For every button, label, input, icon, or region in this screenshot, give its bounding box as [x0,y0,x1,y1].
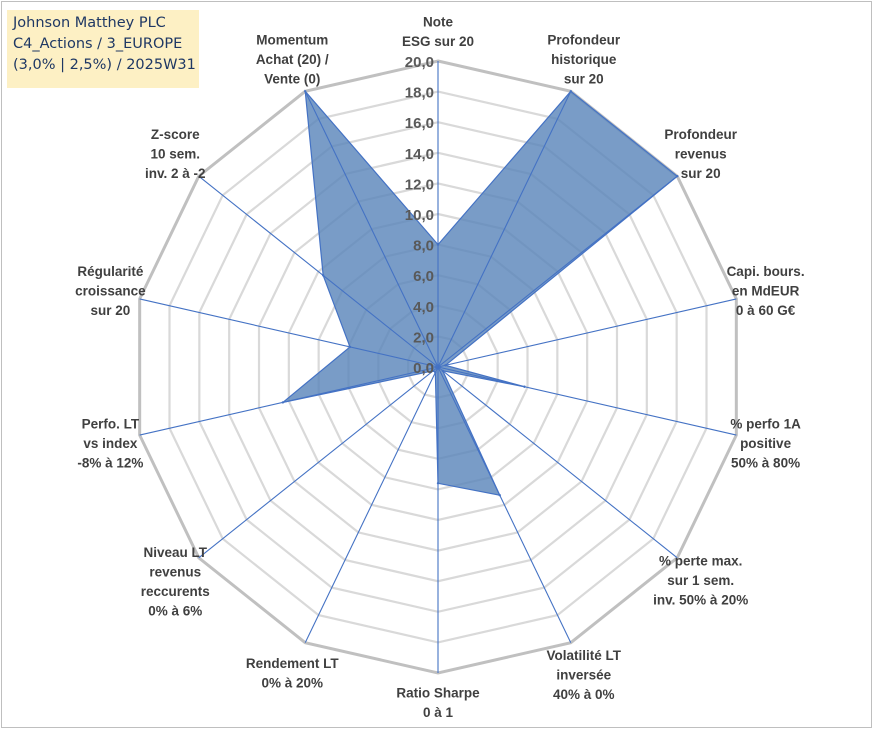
series-area [282,89,679,497]
axis-label-line: -8% à 12% [77,455,143,470]
axis-spoke [139,298,439,368]
axis-label-line: Profondeur [547,32,620,47]
axis-label-line: historique [551,52,617,67]
axis-label-line: vs index [83,436,138,451]
tick-label: 2,0 [413,329,434,346]
axis-label: Momentum Achat (20) / Vente (0) [256,32,329,86]
axis-spoke [198,175,439,368]
axis-label-line: Rendement LT [246,656,340,671]
tick-label: 18,0 [405,85,434,102]
radar-axis-labels: Note ESG sur 20 Profondeur historique sur 20… [75,15,804,721]
axis-label: Z-score 10 sem. inv. 2 à -2 [145,127,206,181]
axis-label-line: % perte max. [659,553,742,568]
axis-label-line: Volatilité LT [547,648,622,663]
axis-label: Capi. bours. en MdEUR 0 à 60 G€ [727,264,805,318]
tick-label: 16,0 [405,115,434,132]
axis-spoke [304,91,439,368]
axis-label-line: Capi. bours. [727,264,805,279]
axis-label-line: sur 1 sem. [667,573,734,588]
axis-label-line: positive [740,436,792,451]
radar-tick-labels: 0,0 2,0 4,0 6,0 8,0 10,0 12,0 14,0 16,0 18,0 20,0 [405,54,434,377]
axis-label-line: 0 à 60 G€ [736,303,796,318]
title-line-2: C4_Actions / 3_EUROPE [13,36,183,52]
axis-label: Ratio Sharpe 0 à 1 [396,686,480,721]
axis-spoke [437,366,678,559]
axis-label-line: 0 à 1 [423,705,454,720]
axis-label: Régularité croissance sur 20 [75,264,146,318]
axis-label: % perte max. sur 1 sem. inv. 50% à 20% [653,553,748,607]
tick-label: 0,0 [413,360,434,377]
axis-label-line: inv. 50% à 20% [653,592,748,607]
tick-label: 10,0 [405,207,434,224]
axis-spoke [437,175,678,368]
axis-label-line: en MdEUR [732,284,800,299]
axis-label: Volatilité LT inversée 40% à 0% [547,648,622,702]
axis-label-line: Momentum [256,32,328,47]
axis-label-line: inv. 2 à -2 [145,166,206,181]
axis-label-line: Niveau LT [144,545,208,560]
axis-label-line: Régularité [77,264,144,279]
axis-label-line: croissance [75,284,146,299]
axis-label-line: revenus [675,147,727,162]
axis-label-line: sur 20 [91,303,131,318]
title-line-3: (3,0% | 2,5%) / 2025W31 [13,57,196,73]
axis-label-line: 50% à 80% [731,455,800,470]
axis-label-line: ESG sur 20 [402,34,474,49]
axis-label: Note ESG sur 20 [402,15,474,50]
axis-label-line: 40% à 0% [553,687,615,702]
axis-label-line: Achat (20) / [256,52,329,67]
axis-label-line: 10 sem. [151,147,201,162]
axis-label: Profondeur historique sur 20 [547,32,620,86]
axis-label-line: Perfo. LT [82,416,140,431]
tick-label: 8,0 [413,238,434,255]
tick-label: 4,0 [413,299,434,316]
tick-label: 12,0 [405,176,434,193]
axis-label-line: 0% à 6% [148,603,202,618]
axis-label-line: inversée [556,668,611,683]
axis-label-line: % perfo 1A [730,416,801,431]
radar-spokes [139,61,737,673]
axis-spoke [437,91,572,368]
axis-spoke [139,366,439,436]
axis-spoke [437,298,737,368]
axis-label-line: 0% à 20% [261,676,323,691]
axis-label-line: reccurents [141,584,210,599]
axis-spoke [437,366,572,643]
axis-label: Rendement LT 0% à 20% [246,656,340,691]
axis-label-line: Note [423,15,453,30]
tick-label: 14,0 [405,146,434,163]
axis-label-line: revenus [149,564,201,579]
tick-label: 6,0 [413,268,434,285]
axis-spoke [198,366,439,559]
chart-title-box: Johnson Matthey PLC C4_Actions / 3_EUROP… [7,10,199,88]
axis-spoke [437,366,737,436]
axis-label-line: sur 20 [564,71,604,86]
axis-label: Perfo. LT vs index -8% à 12% [77,416,143,470]
axis-label-line: sur 20 [681,166,721,181]
axis-label-line: Ratio Sharpe [396,686,480,701]
radar-series-layer [281,89,679,497]
tick-label: 20,0 [405,54,434,71]
axis-spoke [304,366,439,643]
axis-label-line: Vente (0) [264,71,320,86]
axis-label: Profondeur revenus sur 20 [664,127,737,181]
title-line-1: Johnson Matthey PLC [13,15,166,31]
axis-label: Niveau LT revenus reccurents 0% à 6% [141,545,210,619]
axis-label-line: Profondeur [664,127,737,142]
axis-label: % perfo 1A positive 50% à 80% [730,416,801,470]
axis-label-line: Z-score [151,127,200,142]
